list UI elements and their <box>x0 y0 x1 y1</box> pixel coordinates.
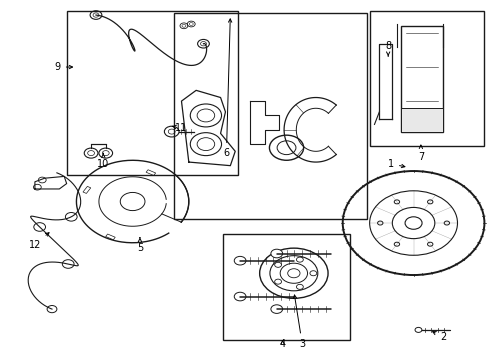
Circle shape <box>234 256 246 265</box>
Bar <box>174 13 367 220</box>
Text: 2: 2 <box>433 332 447 342</box>
Bar <box>223 234 350 339</box>
Text: 9: 9 <box>55 62 73 72</box>
Text: 6: 6 <box>223 19 232 158</box>
Text: 5: 5 <box>137 238 143 253</box>
Text: 8: 8 <box>385 41 391 56</box>
Text: 1: 1 <box>388 159 405 169</box>
Circle shape <box>234 292 246 301</box>
Text: 4: 4 <box>280 338 286 348</box>
Bar <box>146 170 156 175</box>
Bar <box>106 234 115 240</box>
Bar <box>369 12 485 146</box>
Circle shape <box>415 327 422 332</box>
Bar <box>67 12 238 175</box>
Text: 12: 12 <box>29 233 49 249</box>
Text: 10: 10 <box>97 153 109 169</box>
Bar <box>401 26 443 132</box>
Text: 11: 11 <box>172 123 187 133</box>
Text: 3: 3 <box>294 295 305 348</box>
Circle shape <box>271 305 283 314</box>
Bar <box>401 108 443 132</box>
Text: 7: 7 <box>418 145 424 162</box>
Circle shape <box>271 249 283 258</box>
Bar <box>83 186 91 193</box>
